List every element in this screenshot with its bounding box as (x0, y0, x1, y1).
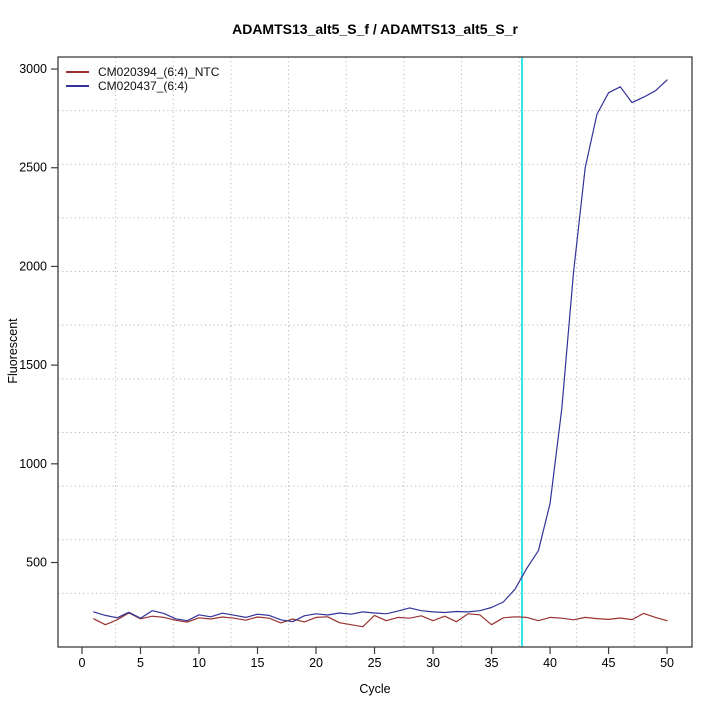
y-tick-label: 1500 (19, 358, 47, 372)
legend-item-sample: CM020437_(6:4) (66, 79, 219, 93)
x-tick-label: 30 (426, 656, 440, 670)
y-tick-label: 3000 (19, 62, 47, 76)
legend: CM020394_(6:4)_NTC CM020437_(6:4) (66, 65, 219, 93)
legend-label-ntc: CM020394_(6:4)_NTC (98, 65, 220, 79)
legend-label-sample: CM020437_(6:4) (98, 79, 189, 93)
legend-line-sample (66, 85, 89, 87)
y-tick-label: 1000 (19, 457, 47, 471)
y-tick-label: 2500 (19, 161, 47, 175)
y-tick-label: 500 (26, 556, 47, 570)
y-tick-label: 2000 (19, 259, 47, 273)
chart-title: ADAMTS13_alt5_S_f / ADAMTS13_alt5_S_r (232, 21, 518, 37)
legend-item-ntc: CM020394_(6:4)_NTC (66, 65, 219, 79)
y-axis-label: Fluorescent (6, 318, 20, 384)
x-tick-label: 20 (309, 656, 323, 670)
x-tick-label: 40 (543, 656, 557, 670)
x-tick-label: 50 (660, 656, 674, 670)
x-tick-label: 10 (192, 656, 206, 670)
series-line-1 (93, 79, 668, 623)
plot-box (57, 56, 693, 648)
x-tick-label: 45 (602, 656, 616, 670)
x-tick-label: 35 (485, 656, 499, 670)
series-line-0 (93, 612, 668, 628)
x-axis-label: Cycle (359, 682, 391, 696)
legend-line-ntc (66, 71, 89, 73)
x-tick-label: 0 (79, 656, 86, 670)
x-tick-label: 25 (368, 656, 382, 670)
x-tick-label: 15 (251, 656, 265, 670)
x-tick-label: 5 (137, 656, 144, 670)
